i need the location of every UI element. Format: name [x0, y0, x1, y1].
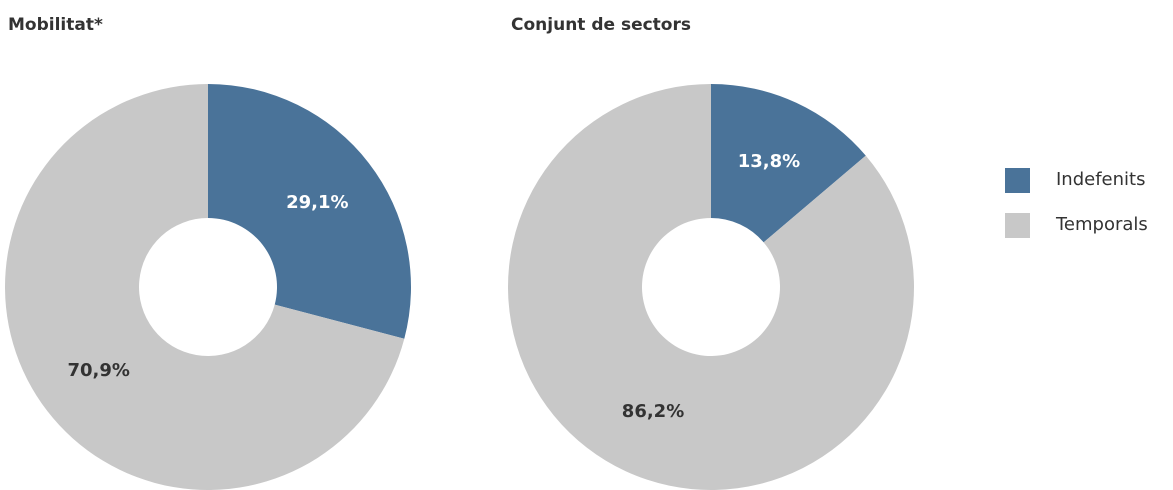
value-label: 29,1%	[286, 192, 348, 213]
donut-slice	[711, 84, 866, 243]
value-label: 86,2%	[622, 401, 684, 422]
value-label: 70,9%	[67, 360, 129, 381]
legend-label: Indefenits	[1056, 169, 1145, 190]
legend-swatch	[1005, 168, 1030, 193]
donut-slice	[208, 84, 411, 339]
donut-slice	[5, 84, 405, 490]
value-label: 13,8%	[738, 151, 800, 172]
donut-slice	[507, 84, 914, 490]
chart-title: Mobilitat*	[8, 15, 103, 35]
chart-title: Conjunt de sectors	[511, 15, 691, 35]
legend-label: Temporals	[1055, 214, 1148, 235]
legend-swatch	[1005, 213, 1030, 238]
